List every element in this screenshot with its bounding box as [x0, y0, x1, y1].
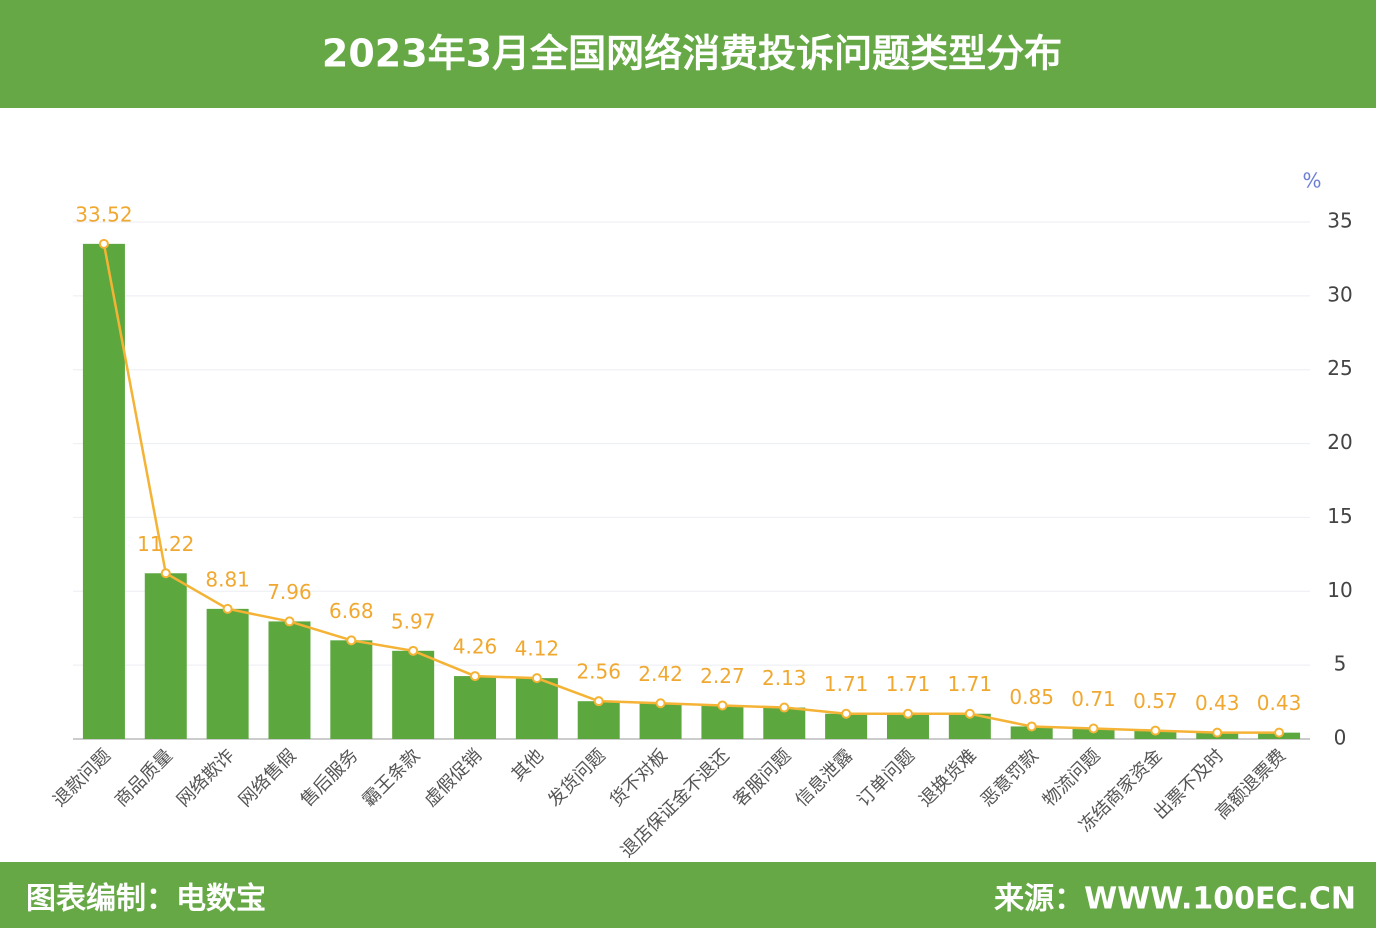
- value-label: 2.42: [638, 662, 683, 686]
- line-point: [346, 635, 357, 646]
- x-tick-label: 其他: [508, 745, 548, 785]
- line-point: [531, 673, 542, 684]
- value-label: 4.12: [515, 637, 560, 661]
- value-label: 0.85: [1009, 685, 1054, 709]
- header-band: [0, 0, 1376, 108]
- x-tick-label: 退店保证金不退还: [617, 745, 734, 862]
- line-point: [655, 698, 666, 709]
- value-label: 0.43: [1195, 691, 1240, 715]
- bar: [577, 701, 620, 739]
- x-tick-label: 虚假促销: [420, 745, 486, 811]
- value-label: 0.57: [1133, 689, 1178, 713]
- bar: [144, 573, 187, 739]
- line-point: [1026, 721, 1037, 732]
- value-label: 1.71: [886, 672, 931, 696]
- value-label: 2.27: [700, 664, 745, 688]
- x-tick-label: 网络售假: [235, 745, 301, 811]
- line-point: [408, 645, 419, 656]
- x-tick-label: 霸王条款: [358, 745, 424, 811]
- line-point: [1150, 725, 1161, 736]
- y-tick-label: 0: [1334, 726, 1347, 750]
- line-point: [98, 238, 109, 249]
- bar: [515, 678, 558, 739]
- bar: [701, 705, 744, 739]
- x-tick-label: 商品质量: [111, 745, 177, 811]
- x-tick-label: 退换货难: [915, 745, 981, 811]
- line-point: [902, 708, 913, 719]
- y-tick-label: 5: [1334, 652, 1347, 676]
- trend-line: [102, 243, 1280, 734]
- bar: [206, 608, 249, 739]
- value-label: 0.43: [1257, 691, 1302, 715]
- footer-band: [0, 862, 1376, 928]
- x-tick-label: 售后服务: [297, 745, 363, 811]
- value-label: 1.71: [948, 672, 993, 696]
- value-label: 4.26: [453, 635, 498, 659]
- line-point: [717, 700, 728, 711]
- bar: [454, 676, 497, 739]
- line-point: [593, 696, 604, 707]
- line-point: [779, 702, 790, 713]
- value-label: 6.68: [329, 599, 374, 623]
- bar: [330, 640, 373, 739]
- y-tick-label: 35: [1327, 209, 1352, 233]
- x-tick-label: 恶意罚款: [977, 745, 1043, 811]
- x-tick-label: 网络欺诈: [173, 745, 239, 811]
- y-unit: %: [1302, 169, 1321, 193]
- line-point: [1088, 723, 1099, 734]
- bar: [392, 650, 435, 739]
- value-label: 1.71: [824, 672, 869, 696]
- line-point: [1274, 727, 1285, 738]
- bar: [763, 707, 806, 739]
- y-tick-label: 25: [1327, 356, 1352, 380]
- footer-source: 来源：WWW.100EC.CN: [994, 882, 1356, 917]
- bar: [1010, 726, 1053, 739]
- x-tick-label: 发货问题: [544, 745, 610, 811]
- y-tick-label: 20: [1327, 430, 1352, 454]
- bar: [268, 621, 311, 739]
- y-tick-label: 10: [1327, 578, 1352, 602]
- x-tick-label: 退款问题: [49, 745, 115, 811]
- y-tick-label: 30: [1327, 282, 1352, 306]
- line-point: [160, 568, 171, 579]
- value-label: 11.22: [137, 532, 194, 556]
- chart-title: 2023年3月全国网络消费投诉问题类型分布: [322, 32, 1062, 76]
- value-label: 5.97: [391, 609, 436, 633]
- x-tick-label: 客服问题: [730, 745, 796, 811]
- value-label: 0.71: [1071, 687, 1116, 711]
- bar: [82, 243, 125, 740]
- bar: [639, 703, 682, 739]
- line-point: [1212, 727, 1223, 738]
- line-point: [964, 708, 975, 719]
- value-label: 8.81: [205, 567, 250, 591]
- line-point: [284, 616, 295, 627]
- footer-credit: 图表编制：电数宝: [26, 882, 266, 917]
- x-tick-label: 信息泄露: [791, 745, 857, 811]
- line-point: [841, 708, 852, 719]
- y-tick-label: 15: [1327, 504, 1352, 528]
- bar: [1072, 728, 1115, 739]
- value-label: 2.56: [576, 660, 621, 684]
- value-label: 33.52: [75, 202, 132, 226]
- x-tick-label: 订单问题: [853, 745, 919, 811]
- value-label: 7.96: [267, 580, 312, 604]
- value-label: 2.13: [762, 666, 807, 690]
- line-point: [470, 671, 481, 682]
- line-point: [222, 603, 233, 614]
